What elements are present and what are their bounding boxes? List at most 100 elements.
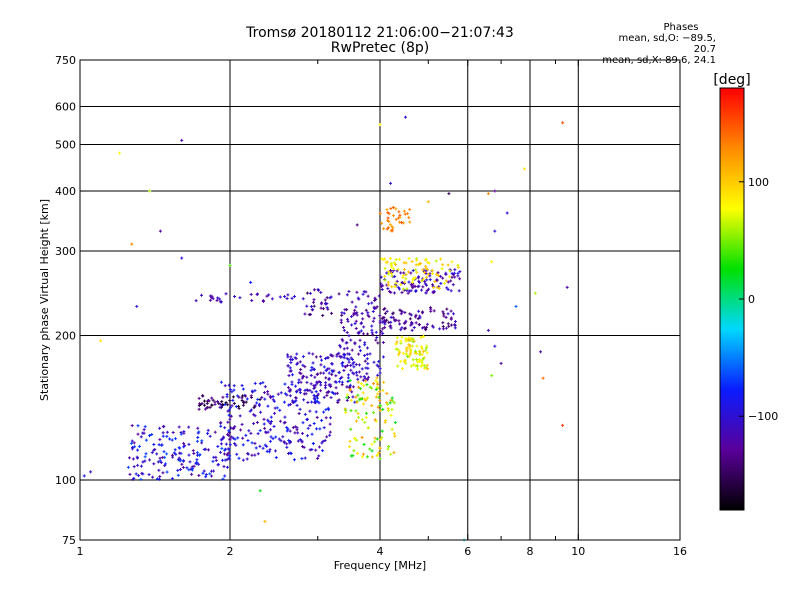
data-point: [202, 399, 206, 403]
data-point: [285, 429, 289, 433]
data-point: [409, 289, 413, 293]
data-point: [311, 441, 315, 445]
data-point: [383, 322, 387, 326]
data-point: [425, 267, 429, 271]
data-point: [392, 291, 396, 295]
data-point: [407, 216, 411, 220]
x-tick-label: 1: [77, 545, 84, 558]
data-point: [199, 293, 203, 297]
data-point: [429, 307, 433, 311]
data-point: [374, 379, 378, 383]
data-point: [441, 321, 445, 325]
data-point: [349, 409, 353, 413]
data-point: [158, 459, 162, 463]
data-point: [386, 402, 390, 406]
data-point: [309, 368, 313, 372]
data-point: [196, 436, 200, 440]
data-point: [541, 376, 545, 380]
data-point: [379, 329, 383, 333]
data-point: [441, 276, 445, 280]
data-point: [301, 374, 305, 378]
data-point: [324, 381, 328, 385]
data-point: [230, 390, 234, 394]
data-point: [352, 365, 356, 369]
data-point: [228, 399, 232, 403]
data-point: [417, 352, 421, 356]
data-point: [312, 288, 316, 292]
data-point: [446, 280, 450, 284]
data-point: [434, 259, 438, 263]
data-point: [269, 415, 273, 419]
data-point: [410, 328, 414, 332]
data-point: [292, 294, 296, 298]
data-point: [390, 229, 394, 233]
data-point: [271, 395, 275, 399]
data-point: [342, 347, 346, 351]
data-point: [360, 418, 364, 422]
data-point: [239, 428, 243, 432]
data-point: [337, 398, 341, 402]
data-point: [386, 407, 390, 411]
data-point: [393, 421, 397, 425]
data-point: [312, 421, 316, 425]
data-point: [330, 373, 334, 377]
data-point: [342, 328, 346, 332]
data-point: [416, 317, 420, 321]
y-tick-label: 500: [55, 139, 76, 152]
data-point: [364, 416, 368, 420]
data-point: [346, 317, 350, 321]
data-point: [363, 359, 367, 363]
data-point: [349, 427, 353, 431]
data-point: [316, 372, 320, 376]
data-point: [420, 288, 424, 292]
data-point: [450, 260, 454, 264]
data-point: [177, 425, 181, 429]
data-point: [362, 442, 366, 446]
data-point: [486, 192, 490, 196]
data-points: [82, 115, 569, 542]
data-point: [271, 398, 275, 402]
data-point: [382, 308, 386, 312]
data-point: [220, 458, 224, 462]
data-point: [268, 439, 272, 443]
data-point: [241, 403, 245, 407]
data-point: [386, 283, 390, 287]
data-point: [228, 443, 232, 447]
data-point: [449, 289, 453, 293]
data-point: [233, 442, 237, 446]
data-point: [319, 306, 323, 310]
data-point: [415, 358, 419, 362]
data-point: [389, 263, 393, 267]
data-point: [399, 283, 403, 287]
data-point: [396, 267, 400, 271]
data-point: [414, 268, 418, 272]
data-point: [328, 422, 332, 426]
data-point: [268, 448, 272, 452]
data-point: [319, 389, 323, 393]
data-point: [307, 351, 311, 355]
data-point: [411, 286, 415, 290]
data-point: [314, 355, 318, 359]
data-point: [311, 352, 315, 356]
data-point: [378, 211, 382, 215]
data-point: [388, 324, 392, 328]
grid-lines: [80, 60, 680, 540]
data-point: [306, 400, 310, 404]
data-point: [444, 279, 448, 283]
data-point: [366, 332, 370, 336]
y-tick-label: 750: [55, 54, 76, 67]
data-point: [316, 456, 320, 460]
data-point: [356, 451, 360, 455]
data-point: [161, 434, 165, 438]
data-point: [345, 396, 349, 400]
data-point: [188, 460, 192, 464]
data-point: [200, 402, 204, 406]
data-point: [210, 403, 214, 407]
data-point: [238, 414, 242, 418]
data-point: [126, 465, 130, 469]
data-point: [353, 312, 357, 316]
data-point: [143, 455, 147, 459]
data-point: [400, 221, 404, 225]
data-point: [408, 220, 412, 224]
